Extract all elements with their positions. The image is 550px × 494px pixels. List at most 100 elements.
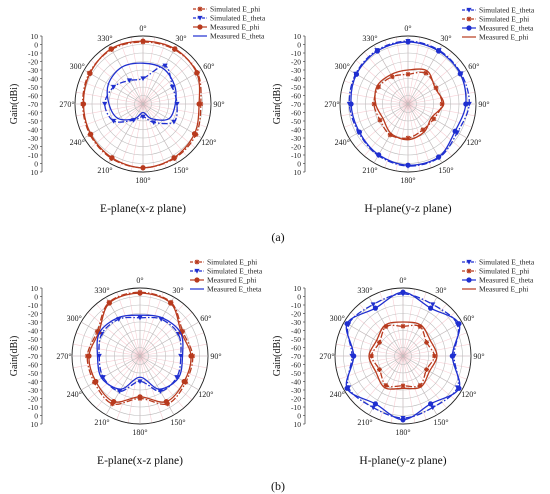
radial-tick-label: -40 [28, 125, 38, 134]
radial-tick-label: 0 [297, 40, 301, 49]
data-series-measured-e-theta [96, 314, 184, 390]
data-point-marker [383, 383, 389, 388]
radial-tick-label: -60 [28, 108, 38, 117]
angle-tick-label: 240° [330, 390, 345, 399]
data-point-marker [466, 7, 472, 13]
radial-tick-label: -40 [291, 125, 301, 134]
radial-tick-label: -50 [291, 83, 301, 92]
data-point-marker [372, 401, 378, 407]
data-point-marker [400, 417, 406, 423]
data-point-marker [431, 116, 437, 122]
radial-tick-label: 10 [31, 32, 39, 41]
grid-spoke [139, 355, 200, 391]
radial-tick-label: -60 [291, 91, 301, 100]
panel-caption: H-plane(y-z plane) [364, 203, 451, 215]
radial-tick-label: -10 [291, 49, 301, 58]
grid-spoke [80, 321, 141, 357]
angle-tick-label: 30° [172, 286, 183, 295]
grid-spoke [142, 103, 178, 164]
angle-tick-label: 180° [132, 428, 147, 437]
grid-spoke [343, 321, 404, 357]
angle-tick-label: 120° [201, 138, 216, 147]
angle-tick-label: 270° [56, 352, 71, 361]
data-point-marker [466, 268, 472, 274]
data-point-marker [140, 38, 146, 44]
radial-tick-label: 0 [34, 40, 38, 49]
data-series-measured-e-theta [348, 39, 469, 168]
legend-entry-label: Measured E_phi [207, 276, 256, 285]
grid-spoke [80, 355, 141, 391]
data-series-simulated-e-phi [369, 323, 437, 389]
data-series-measured-e-phi [86, 290, 194, 405]
row-label: (a) [271, 230, 284, 244]
data-point-marker [80, 101, 87, 107]
angle-tick-label: 150° [438, 166, 453, 175]
data-point-marker [417, 383, 423, 388]
radial-tick-label: -60 [28, 91, 38, 100]
data-point-marker [370, 302, 376, 308]
angle-tick-label: 210° [97, 166, 112, 175]
angle-tick-label: 0° [139, 24, 146, 33]
legend-entry-label: Measured E_phi [479, 33, 528, 42]
data-point-marker [376, 152, 382, 158]
data-point-marker [169, 84, 176, 90]
data-point-marker [466, 259, 472, 265]
data-series-simulated-e-phi [371, 70, 445, 141]
data-point-marker [137, 394, 143, 400]
series-line [96, 314, 184, 390]
data-point-marker [424, 340, 429, 345]
radial-tick-label: 10 [294, 32, 302, 41]
data-point-marker [449, 353, 455, 359]
radial-tick-label: -20 [28, 57, 38, 66]
data-series-measured-e-phi [368, 321, 438, 390]
polar-chart-panel-3: 0° 30° 60° 90° 120° 150° 180° 210° 240° 270° 300° 3… [9, 258, 263, 468]
grid-spoke [108, 103, 144, 164]
angle-tick-label: 180° [135, 176, 150, 185]
radial-tick-label: -50 [28, 117, 38, 126]
radial-tick-label: -60 [291, 360, 301, 369]
data-point-marker [140, 76, 146, 82]
angle-tick-label: 30° [175, 34, 186, 43]
radial-tick-label: 0 [34, 159, 38, 168]
radial-tick-label: -30 [291, 318, 301, 327]
radial-tick-label: 0 [297, 159, 301, 168]
legend-entry-label: Measured E_theta [207, 285, 262, 294]
radial-tick-label: -20 [28, 394, 38, 403]
radial-tick-label: -20 [291, 309, 301, 318]
series-line [374, 68, 445, 141]
angle-tick-label: 240° [335, 138, 350, 147]
data-point-marker [377, 340, 382, 345]
radial-tick-label: -40 [28, 74, 38, 83]
data-point-marker [194, 268, 200, 274]
angle-tick-label: 210° [357, 418, 372, 427]
angle-tick-label: 150° [173, 166, 188, 175]
data-point-marker [137, 379, 143, 385]
radial-tick-label: -30 [291, 134, 301, 143]
data-series-measured-e-phi [80, 38, 202, 171]
radial-axis: 100-10-20-30-40-50-60-70-60-50-40-30-20-… [9, 284, 43, 429]
data-point-marker [466, 25, 472, 31]
radial-tick-label: -50 [291, 335, 301, 344]
radial-tick-label: -20 [291, 394, 301, 403]
data-point-marker [423, 70, 429, 76]
data-point-marker [174, 375, 180, 380]
data-point-marker [126, 78, 132, 84]
data-point-marker [430, 302, 436, 308]
angle-tick-label: 90° [213, 100, 224, 109]
data-point-marker [111, 399, 117, 405]
data-point-marker [432, 353, 437, 359]
radial-tick-label: -40 [28, 326, 38, 335]
y-axis-label: Gain(dBi) [9, 84, 20, 125]
data-point-marker [188, 353, 194, 359]
data-point-marker [387, 132, 393, 138]
legend-entry-label: Measured E_phi [210, 23, 259, 32]
data-point-marker [196, 101, 202, 107]
angle-tick-label: 0° [399, 276, 406, 285]
radial-tick-label: -10 [28, 403, 38, 412]
data-point-marker [109, 155, 115, 161]
legend-entry-label: Measured E_theta [210, 32, 265, 41]
radial-tick-label: -50 [291, 369, 301, 378]
